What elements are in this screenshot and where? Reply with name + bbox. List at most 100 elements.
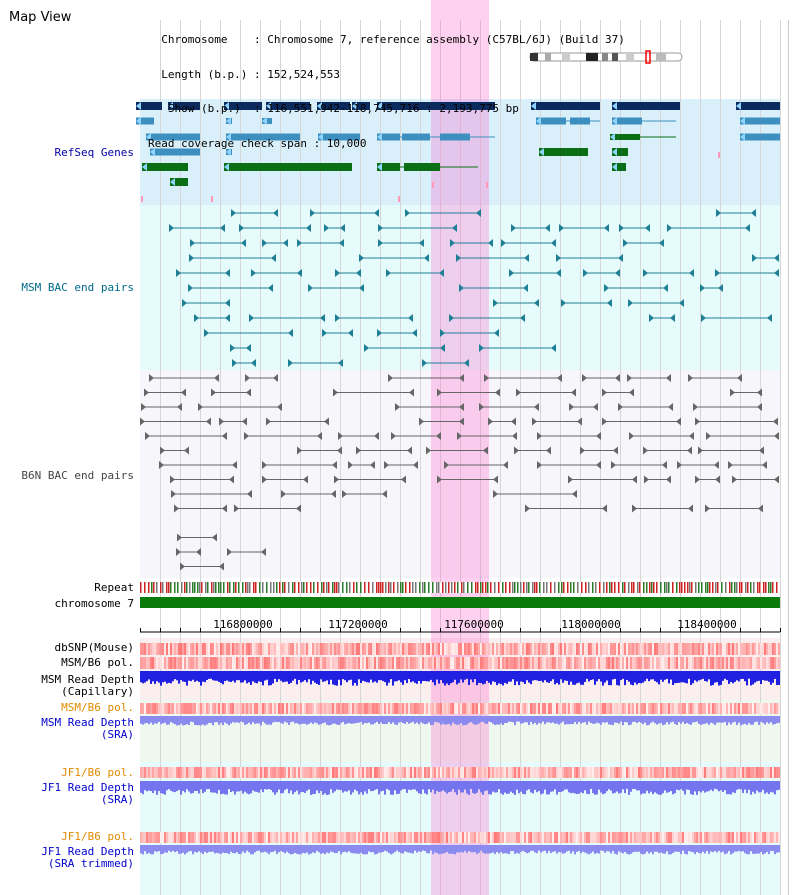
heat-cell xyxy=(466,643,468,655)
heat-cell xyxy=(214,703,216,714)
depth-bar xyxy=(698,671,700,681)
heat-cell xyxy=(566,767,568,778)
b6n-bac-pair xyxy=(705,504,763,513)
heat-cell xyxy=(442,832,444,843)
track-label-jf1-depth-sra[interactable]: JF1 Read Depth (SRA) xyxy=(41,781,134,806)
depth-bar xyxy=(264,716,266,724)
depth-bar xyxy=(470,716,472,723)
heat-cell xyxy=(408,832,410,843)
depth-bar xyxy=(434,671,436,686)
depth-bar xyxy=(614,716,616,723)
heat-cell xyxy=(758,643,760,655)
track-label-msm-b6-pol-2[interactable]: MSM/B6 pol. xyxy=(61,701,134,714)
depth-bar xyxy=(528,845,530,853)
heat-cell xyxy=(358,767,360,778)
heat-cell xyxy=(688,767,690,778)
depth-bar xyxy=(776,716,778,724)
heat-cell xyxy=(746,657,748,669)
depth-bar xyxy=(282,716,284,724)
heat-cell xyxy=(330,657,332,669)
heat-cell xyxy=(326,832,328,843)
depth-bar xyxy=(294,781,296,793)
track-label-msm-depth-capillary[interactable]: MSM Read Depth (Capillary) xyxy=(41,673,134,698)
heat-cell xyxy=(558,767,560,778)
depth-bar xyxy=(490,845,492,854)
heat-cell xyxy=(226,703,228,714)
heat-cell xyxy=(526,657,528,669)
depth-bar xyxy=(536,781,538,793)
heat-cell xyxy=(682,703,684,714)
track-label-jf1-depth-trimmed[interactable]: JF1 Read Depth (SRA trimmed) xyxy=(41,845,134,870)
heat-cell xyxy=(414,703,416,714)
track-label-jf1-b6-pol-1[interactable]: JF1/B6 pol. xyxy=(61,766,134,779)
depth-bar xyxy=(446,781,448,794)
heat-cell xyxy=(596,767,598,778)
track-label-msm-bac[interactable]: MSM BAC end pairs xyxy=(21,281,134,294)
depth-bar xyxy=(552,671,554,680)
depth-bar xyxy=(508,671,510,682)
depth-bar xyxy=(736,845,738,852)
heat-cell xyxy=(694,767,696,778)
depth-bar xyxy=(380,671,382,681)
depth-bar xyxy=(556,781,558,795)
repeat-mark xyxy=(382,582,384,593)
heat-cell xyxy=(342,703,344,714)
heat-cell xyxy=(392,657,394,669)
track-label-jf1-b6-pol-2[interactable]: JF1/B6 pol. xyxy=(61,830,134,843)
heat-cell xyxy=(218,643,220,655)
depth-bar xyxy=(492,845,494,853)
depth-bar xyxy=(446,716,448,725)
depth-bar xyxy=(732,671,734,684)
repeat-mark xyxy=(653,582,655,593)
heat-cell xyxy=(402,657,404,669)
depth-bar xyxy=(604,671,606,683)
depth-bar xyxy=(614,845,616,854)
depth-bar xyxy=(462,716,464,726)
b6n-bac-pair xyxy=(457,432,517,440)
depth-bar xyxy=(566,845,568,852)
depth-bar xyxy=(716,716,718,723)
depth-bar xyxy=(432,671,434,683)
heat-cell xyxy=(648,767,650,778)
bac-end-marker xyxy=(537,432,542,440)
depth-bar xyxy=(336,671,338,686)
heat-cell xyxy=(370,832,372,843)
heat-cell xyxy=(726,703,728,714)
depth-bar xyxy=(426,716,428,724)
depth-bar xyxy=(740,716,742,726)
heat-cell xyxy=(634,703,636,714)
heat-cell xyxy=(452,643,454,655)
depth-bar xyxy=(606,716,608,723)
heat-cell xyxy=(374,832,376,843)
depth-bar xyxy=(234,671,236,683)
heat-cell xyxy=(296,643,298,655)
bac-end-marker xyxy=(495,388,500,397)
track-label-dbsnp[interactable]: dbSNP(Mouse) xyxy=(54,641,134,654)
heat-cell xyxy=(586,767,588,778)
heat-cell xyxy=(638,703,640,714)
depth-bar xyxy=(436,671,438,680)
heat-cell xyxy=(218,832,220,843)
heat-cell xyxy=(318,657,320,669)
track-label-refseq[interactable]: RefSeq Genes xyxy=(54,146,134,159)
gene-strand-arrow xyxy=(170,178,175,186)
depth-bar xyxy=(628,671,630,682)
track-label-b6n-bac[interactable]: B6N BAC end pairs xyxy=(21,469,134,482)
heat-cell xyxy=(212,643,214,655)
depth-bar xyxy=(332,671,334,685)
heat-cell xyxy=(442,703,444,714)
repeat-mark xyxy=(532,582,534,593)
heat-cell xyxy=(500,657,502,669)
heat-cell xyxy=(420,767,422,778)
bac-end-marker xyxy=(334,475,339,484)
track-label-msm-depth-sra[interactable]: MSM Read Depth (SRA) xyxy=(41,716,134,741)
depth-bar xyxy=(640,671,642,684)
depth-bar xyxy=(636,845,638,852)
depth-bar xyxy=(500,781,502,794)
heat-cell xyxy=(518,643,520,655)
depth-bar xyxy=(634,671,636,683)
depth-bar xyxy=(776,845,778,853)
heat-cell xyxy=(692,832,694,843)
track-label-msm-b6-pol-1[interactable]: MSM/B6 pol. xyxy=(61,656,134,669)
